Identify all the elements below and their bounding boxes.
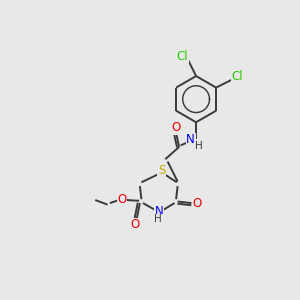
Text: N: N [186, 134, 195, 146]
Text: Cl: Cl [176, 50, 188, 63]
Text: H: H [154, 214, 162, 224]
Text: O: O [118, 193, 127, 206]
Text: O: O [192, 197, 202, 210]
Text: S: S [158, 164, 165, 177]
Text: Cl: Cl [232, 70, 244, 83]
Text: O: O [172, 121, 181, 134]
Text: N: N [155, 205, 164, 218]
Text: H: H [194, 141, 202, 151]
Text: O: O [130, 218, 140, 231]
